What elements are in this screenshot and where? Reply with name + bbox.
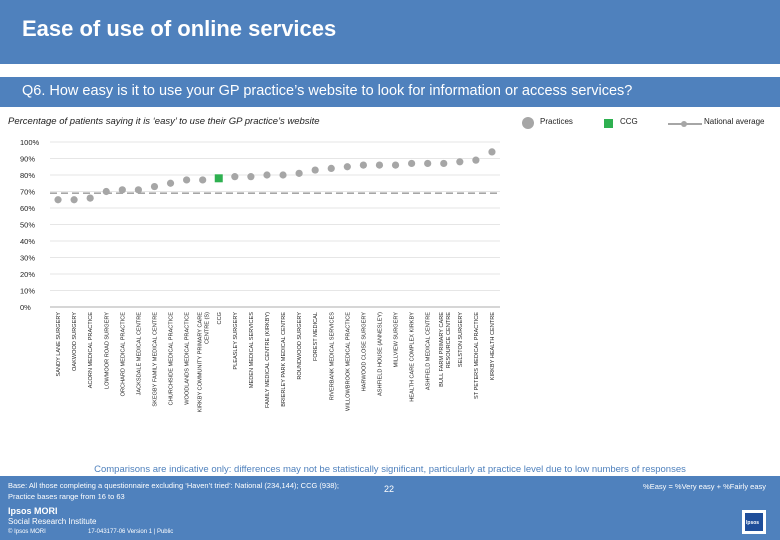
x-tick-label: MEDEN MEDICAL SERVICES	[249, 312, 255, 388]
x-tick-label: HEALTH CARE COMPLEX KIRKBY	[410, 312, 416, 402]
x-tick-label: KIRKBY HEALTH CENTRE	[490, 312, 496, 380]
x-tick-label: ST PETERS MEDICAL PRACTICE	[474, 312, 480, 399]
practice-marker	[231, 173, 239, 181]
x-tick-label: MILLVIEW SURGERY	[394, 312, 400, 368]
legend-ccg-marker	[604, 119, 613, 128]
y-tick-label: 60%	[20, 204, 35, 213]
ipsos-logo-inner: Ipsos	[745, 513, 763, 531]
practice-marker	[327, 164, 335, 172]
base-line-2: Practice bases range from 16 to 63	[8, 492, 125, 501]
practice-marker	[166, 179, 175, 187]
ipsos-mori-logo-text: Ipsos MORI	[8, 506, 58, 516]
ccg-marker	[214, 174, 223, 183]
gridlines	[50, 141, 500, 308]
practice-marker	[391, 161, 400, 169]
x-tick-label: FAMILY MEDICAL CENTRE (KIRKBY)	[265, 312, 271, 408]
x-tick-label: ASHFIELD HOUSE (ANNESLEY)	[377, 312, 383, 396]
x-tick-label: PLEASLEY SURGERY	[233, 312, 239, 370]
practice-marker	[183, 176, 191, 184]
practice-marker	[54, 196, 62, 204]
practice-marker	[295, 169, 303, 177]
practice-marker	[375, 161, 384, 169]
practice-marker	[199, 176, 207, 184]
x-tick-label: OAKWOOD SURGERY	[72, 312, 78, 371]
y-tick-label: 10%	[20, 287, 35, 296]
practice-marker	[279, 171, 287, 179]
y-tick-label: 50%	[20, 221, 35, 230]
x-axis-labels: SANDY LANE SURGERY OAKWOOD SURGERY ACORN M…	[56, 312, 496, 413]
y-tick-label: 0%	[20, 303, 31, 312]
ipsos-logo: Ipsos	[742, 510, 766, 534]
question-bar: Q6. How easy is it to use your GP practi…	[0, 76, 780, 107]
chart-subtitle: Percentage of patients saying it is ‘eas…	[8, 116, 320, 127]
question-text: Q6. How easy is it to use your GP practi…	[22, 83, 633, 99]
practice-marker	[70, 196, 78, 204]
y-tick-label: 100%	[20, 138, 40, 147]
x-tick-label: LOWMOOR ROAD SURGERY	[104, 312, 110, 389]
x-tick-label: SKEGBY FAMILY MEDICAL CENTRE	[152, 312, 158, 407]
practice-marker	[343, 163, 351, 171]
x-tick-label: SELSTON SURGERY	[458, 312, 464, 367]
y-axis: 0% 10% 20% 30% 40% 50% 60% 70% 80% 90% 100%	[20, 138, 500, 312]
practice-marker	[456, 158, 464, 166]
practice-marker	[247, 173, 255, 181]
copyright: © Ipsos MORI	[8, 529, 46, 535]
y-tick-label: 30%	[20, 254, 35, 263]
x-tick-label: RIVERBANK MEDICAL SERVICES	[329, 312, 335, 401]
x-tick-label: HARWOOD CLOSE SURGERY	[361, 312, 367, 392]
job-number: 17-043177-06 Version 1 | Public	[88, 529, 174, 535]
x-tick-label: WOODLANDS MEDICAL PRACTICE	[185, 312, 191, 405]
base-line-1: Base: All those completing a questionnai…	[8, 481, 340, 490]
x-tick-label: CHURCHSIDE MEDICAL PRACTICE	[169, 312, 175, 406]
y-tick-label: 80%	[20, 171, 35, 180]
x-tick-label: FOREST MEDICAL	[313, 312, 319, 361]
y-tick-label: 40%	[20, 237, 35, 246]
x-tick-label: BRIERLEY PARK MEDICAL CENTRE	[281, 312, 287, 407]
ipsos-logo-text: Ipsos	[746, 520, 760, 526]
practice-marker	[359, 161, 367, 169]
x-tick-label: BULL FARM PRIMARY CARERESOURCE CENTRE	[439, 312, 452, 387]
legend-practices-marker	[522, 117, 534, 129]
slide-title: Ease of use of online services	[22, 16, 337, 41]
chart: 0% 10% 20% 30% 40% 50% 60% 70% 80% 90% 100% SANDY …	[20, 138, 500, 413]
x-tick-label: SANDY LANE SURGERY	[56, 312, 62, 377]
practice-marker	[488, 148, 496, 156]
y-tick-label: 90%	[20, 155, 35, 164]
legend-ccg-label: CCG	[620, 117, 638, 126]
practice-marker	[311, 166, 319, 174]
base-text: Base: All those completing a questionnai…	[8, 480, 339, 502]
page-number: 22	[384, 484, 395, 494]
x-tick-label: ACORN MEDICAL PRACTICE	[88, 312, 94, 389]
practice-marker	[440, 159, 448, 168]
y-tick-label: 20%	[20, 270, 35, 279]
practice-marker	[102, 187, 110, 196]
practice-marker	[134, 186, 142, 194]
x-tick-label: ORCHARD MEDICAL PRACTICE	[120, 312, 126, 397]
easy-definition: %Easy = %Very easy + %Fairly easy	[643, 482, 766, 491]
practice-marker	[86, 194, 94, 202]
disclaimer-note: Comparisons are indicative only: differe…	[94, 464, 686, 475]
footer: Base: All those completing a questionnai…	[0, 476, 780, 540]
x-tick-label: KIRKBY COMMUNITY PRIMARY CARECENTRE (S)	[198, 312, 211, 413]
x-tick-label: CCG	[217, 312, 223, 324]
y-tick-label: 70%	[20, 188, 35, 197]
x-tick-label: JACKSDALE MEDICAL CENTRE	[136, 312, 142, 396]
sri-logo-text: Social Research Institute	[8, 517, 97, 526]
legend-national-label: National average	[704, 117, 765, 126]
practice-marker	[263, 171, 271, 179]
practice-marker	[150, 182, 159, 191]
title-bar: Ease of use of online services	[0, 0, 780, 64]
practice-marker	[118, 186, 126, 194]
data-marks	[54, 148, 496, 204]
practice-marker	[472, 156, 480, 164]
x-tick-label: ASHFIELD MEDICAL CENTRE	[426, 312, 432, 390]
legend-practices-label: Practices	[540, 117, 573, 126]
practice-marker	[408, 159, 416, 168]
practice-marker	[424, 159, 432, 168]
x-tick-label: WILLOWBROOK MEDICAL PRACTICE	[345, 312, 351, 411]
legend-national-marker	[681, 121, 687, 127]
x-tick-label: ROUNDWOOD SURGERY	[297, 312, 303, 380]
